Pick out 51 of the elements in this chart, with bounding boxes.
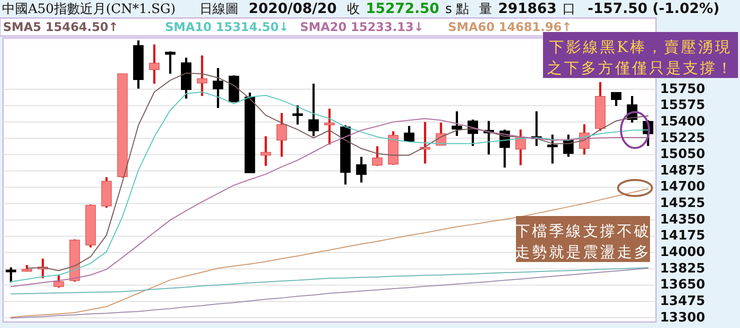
y-tick-label: 15225	[660, 130, 706, 146]
annotation: 下檔季線支撐不破走勢就是震盪走多	[515, 222, 651, 261]
text: 2020/08/20	[248, 1, 338, 17]
candlestick	[292, 104, 303, 126]
y-tick-label: 14175	[660, 228, 706, 244]
y-tick-label: 14350	[660, 212, 706, 228]
y-tick-label: 15400	[660, 114, 706, 130]
text: 量	[479, 2, 492, 17]
line-series	[10, 267, 649, 294]
text: 15272.50	[366, 1, 440, 17]
y-tick-label: 13475	[660, 294, 706, 309]
text: SMA10 15314.50↓	[165, 20, 289, 34]
text: SMA60 14681.96↑	[448, 20, 572, 34]
candlestick	[149, 43, 160, 85]
y-tick-label: 14525	[660, 196, 706, 212]
y-tick-label: 14875	[660, 163, 706, 178]
y-tick-label: 14700	[660, 180, 706, 195]
candlestick	[547, 134, 558, 165]
y-tick-label: 15750	[660, 82, 706, 97]
y-tick-label: 14000	[660, 245, 706, 260]
text: s 點	[445, 2, 470, 17]
candlestick	[308, 82, 319, 138]
text: 口	[562, 2, 576, 17]
candlestick	[196, 54, 208, 98]
chart-title: 中國A50指數近月(CN*1.SG)	[2, 2, 176, 17]
text: 291863	[498, 1, 557, 17]
candlestick	[6, 266, 16, 284]
candlestick	[515, 128, 526, 166]
line-series	[10, 268, 649, 319]
y-tick-label: 13650	[660, 278, 706, 293]
y-tick-label: 15575	[660, 98, 706, 114]
text: -157.50 (-1.02%)	[588, 1, 720, 17]
candlestick	[324, 108, 335, 146]
y-tick-label: 13825	[660, 261, 706, 276]
candlestick	[356, 156, 367, 184]
candlestick	[276, 112, 287, 158]
candlestick	[260, 135, 272, 167]
candlestick	[563, 134, 574, 158]
text: SMA20 15233.13↓	[300, 20, 424, 34]
candlestick	[372, 145, 383, 167]
annotation: 下影線黑K棒，賣壓湧現之下多方僅僅只是支撐！	[547, 38, 734, 77]
y-tick-label: 13300	[660, 310, 706, 326]
chart-subtitle: 日線圖	[200, 2, 239, 17]
text: 收	[346, 2, 360, 17]
text: SMA5 15464.50↑	[3, 20, 118, 34]
candlestick	[610, 91, 622, 108]
candlestick	[452, 110, 462, 138]
y-tick-label: 15050	[660, 147, 706, 162]
candlestick	[54, 274, 64, 289]
candlestick	[404, 124, 414, 142]
candlestick	[212, 66, 224, 110]
